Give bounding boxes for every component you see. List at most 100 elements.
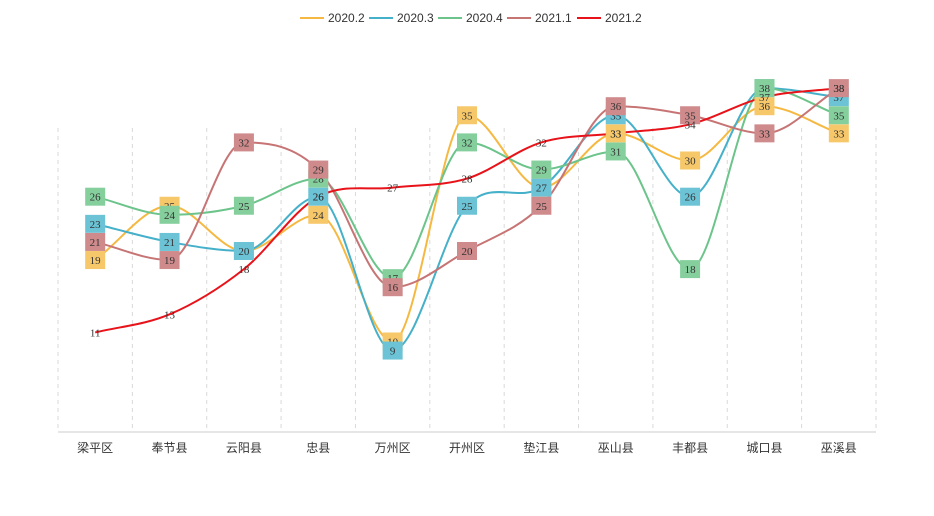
legend-item[interactable]: 2021.1	[507, 11, 572, 25]
data-label-box	[605, 142, 626, 161]
x-axis: 梁平区 奉节县 云阳县 忠县 万州区 开州区 垫江县 巫山县 丰都县 城口县 巫溪县	[58, 431, 876, 455]
data-label-box	[531, 178, 552, 197]
data-point: 31	[605, 142, 626, 161]
data-point: 16	[382, 278, 403, 297]
data-label-box	[605, 97, 626, 116]
data-point: 38	[754, 79, 775, 98]
x-tick-label: 云阳县	[226, 441, 262, 455]
data-point: 33	[754, 124, 775, 143]
data-label: 28	[313, 174, 325, 186]
x-tick-label: 奉节县	[152, 441, 188, 455]
data-point: 35	[828, 106, 849, 125]
data-label-box	[754, 124, 775, 143]
data-label: 26	[90, 192, 102, 204]
data-label-box	[828, 79, 849, 98]
data-label: 33	[833, 128, 845, 140]
data-label: 20	[462, 246, 474, 258]
data-label-box	[531, 160, 552, 179]
legend-label: 2020.3	[397, 11, 434, 25]
data-point: 19	[85, 251, 106, 270]
data-point: 35	[457, 106, 477, 125]
x-tick-label: 城口县	[746, 441, 782, 455]
data-point: 26	[308, 187, 329, 206]
data-label-box	[308, 187, 329, 206]
data-point: 36	[605, 97, 626, 116]
data-point: 35	[680, 106, 701, 125]
data-point: 21	[159, 232, 180, 251]
x-tick-label: 巫山县	[598, 441, 634, 455]
data-label: 16	[387, 282, 399, 294]
data-label-box	[233, 242, 254, 260]
data-label: 37	[833, 92, 845, 104]
data-label: 33	[759, 128, 771, 140]
data-label-box	[159, 251, 180, 270]
data-point: 28	[462, 174, 474, 186]
data-point: 27	[387, 183, 399, 195]
data-label: 38	[833, 83, 845, 95]
data-label: 35	[462, 110, 474, 122]
data-point: 24	[159, 205, 180, 224]
data-label-box	[457, 196, 477, 215]
data-point: 19	[159, 251, 180, 270]
data-label: 18	[238, 264, 250, 276]
x-tick-label: 万州区	[375, 441, 411, 455]
data-point: 13	[164, 309, 176, 321]
data-label: 25	[536, 201, 548, 213]
data-label-box	[85, 187, 106, 206]
legend-label: 2021.2	[605, 11, 642, 25]
data-label: 33	[610, 128, 622, 140]
data-point: 38	[828, 79, 849, 98]
data-label: 13	[164, 309, 176, 321]
data-label-box	[680, 187, 701, 206]
data-label: 38	[833, 83, 845, 95]
data-point: 32	[536, 137, 547, 149]
chart-legend: 2020.2 2020.3 2020.4 2021.1 2021.2	[300, 11, 642, 25]
data-label: 26	[685, 192, 697, 204]
data-label: 34	[685, 119, 697, 131]
data-label: 36	[610, 101, 622, 113]
data-label: 21	[164, 237, 175, 249]
data-label: 35	[610, 110, 622, 122]
data-point: 25	[531, 196, 552, 215]
legend-item[interactable]: 2021.2	[577, 11, 642, 25]
x-tick-label: 丰都县	[672, 441, 708, 455]
data-point: 34	[685, 119, 697, 131]
legend-item[interactable]: 2020.4	[438, 11, 503, 25]
data-label-box	[85, 232, 106, 251]
series-line	[94, 87, 839, 334]
legend-item[interactable]: 2020.2	[300, 11, 365, 25]
data-point: 27	[531, 178, 552, 197]
data-point: 32	[457, 133, 477, 152]
data-label-box	[85, 214, 106, 233]
legend-label: 2020.4	[466, 11, 503, 25]
data-label-box	[828, 124, 849, 143]
data-point: 25	[457, 196, 477, 215]
data-point: 25	[233, 196, 254, 215]
data-label-box	[680, 260, 701, 279]
data-point: 9	[382, 341, 403, 360]
data-point: 36	[754, 97, 775, 116]
data-point: 33	[828, 124, 849, 143]
data-label-box	[233, 133, 254, 152]
data-label-box	[457, 106, 477, 125]
data-point: 21	[85, 232, 106, 251]
data-label-box	[457, 133, 477, 152]
data-label: 11	[90, 327, 101, 339]
data-point: 18	[680, 260, 701, 279]
data-point: 20	[233, 242, 254, 260]
data-label-box	[828, 106, 849, 125]
data-label: 32	[238, 137, 249, 149]
data-point: 20	[457, 242, 477, 260]
x-tick-label: 垫江县	[523, 440, 559, 455]
data-label: 23	[90, 219, 102, 231]
data-label-box	[754, 97, 775, 116]
data-point: 29	[308, 160, 329, 179]
x-tick-label: 忠县	[306, 441, 330, 455]
data-label-box	[531, 196, 552, 215]
data-label: 35	[833, 110, 845, 122]
data-point: 11	[90, 327, 101, 339]
data-label: 26	[313, 192, 325, 204]
x-tick-label: 巫溪县	[821, 441, 857, 455]
legend-item[interactable]: 2020.3	[369, 11, 434, 25]
data-label: 30	[685, 156, 697, 168]
